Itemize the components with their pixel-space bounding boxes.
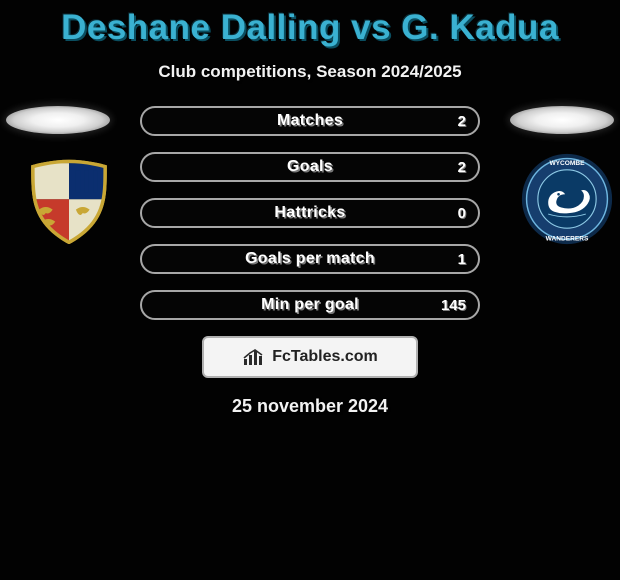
- svg-text:WYCOMBE: WYCOMBE: [549, 160, 585, 167]
- team-crest-right: WYCOMBE WANDERERS: [520, 152, 614, 246]
- stat-label: Hattricks: [274, 204, 345, 222]
- stat-row-goals: Goals 2: [140, 152, 480, 182]
- stat-right-value: 2: [458, 154, 466, 180]
- stat-rows: Matches 2 Goals 2 Hattricks 0 Goals per …: [140, 102, 480, 320]
- stat-label: Min per goal: [261, 296, 359, 314]
- brand-text: FcTables.com: [272, 348, 378, 366]
- stat-label: Goals: [287, 158, 333, 176]
- brand-link[interactable]: FcTables.com: [202, 336, 418, 378]
- roundel-icon: WYCOMBE WANDERERS: [520, 152, 614, 246]
- stat-row-min-per-goal: Min per goal 145: [140, 290, 480, 320]
- spotlight-left: [6, 106, 110, 134]
- stat-right-value: 145: [441, 292, 466, 318]
- stat-label: Goals per match: [245, 250, 375, 268]
- stat-right-value: 0: [458, 200, 466, 226]
- stat-row-hattricks: Hattricks 0: [140, 198, 480, 228]
- stat-right-value: 1: [458, 246, 466, 272]
- shield-icon: [26, 158, 112, 244]
- chart-icon: [242, 347, 266, 367]
- date-text: 25 november 2024: [0, 396, 620, 417]
- subtitle: Club competitions, Season 2024/2025: [0, 62, 620, 82]
- stat-row-matches: Matches 2: [140, 106, 480, 136]
- team-crest-left: [26, 158, 112, 244]
- page-title: Deshane Dalling vs G. Kadua: [0, 0, 620, 48]
- stat-row-goals-per-match: Goals per match 1: [140, 244, 480, 274]
- svg-text:WANDERERS: WANDERERS: [546, 235, 589, 242]
- spotlight-right: [510, 106, 614, 134]
- stat-label: Matches: [277, 112, 343, 130]
- comparison-arena: WYCOMBE WANDERERS Matches 2 Goals 2 Hatt…: [0, 102, 620, 417]
- stat-right-value: 2: [458, 108, 466, 134]
